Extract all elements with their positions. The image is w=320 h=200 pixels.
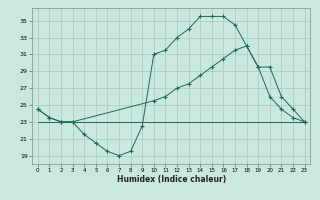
- X-axis label: Humidex (Indice chaleur): Humidex (Indice chaleur): [116, 175, 226, 184]
